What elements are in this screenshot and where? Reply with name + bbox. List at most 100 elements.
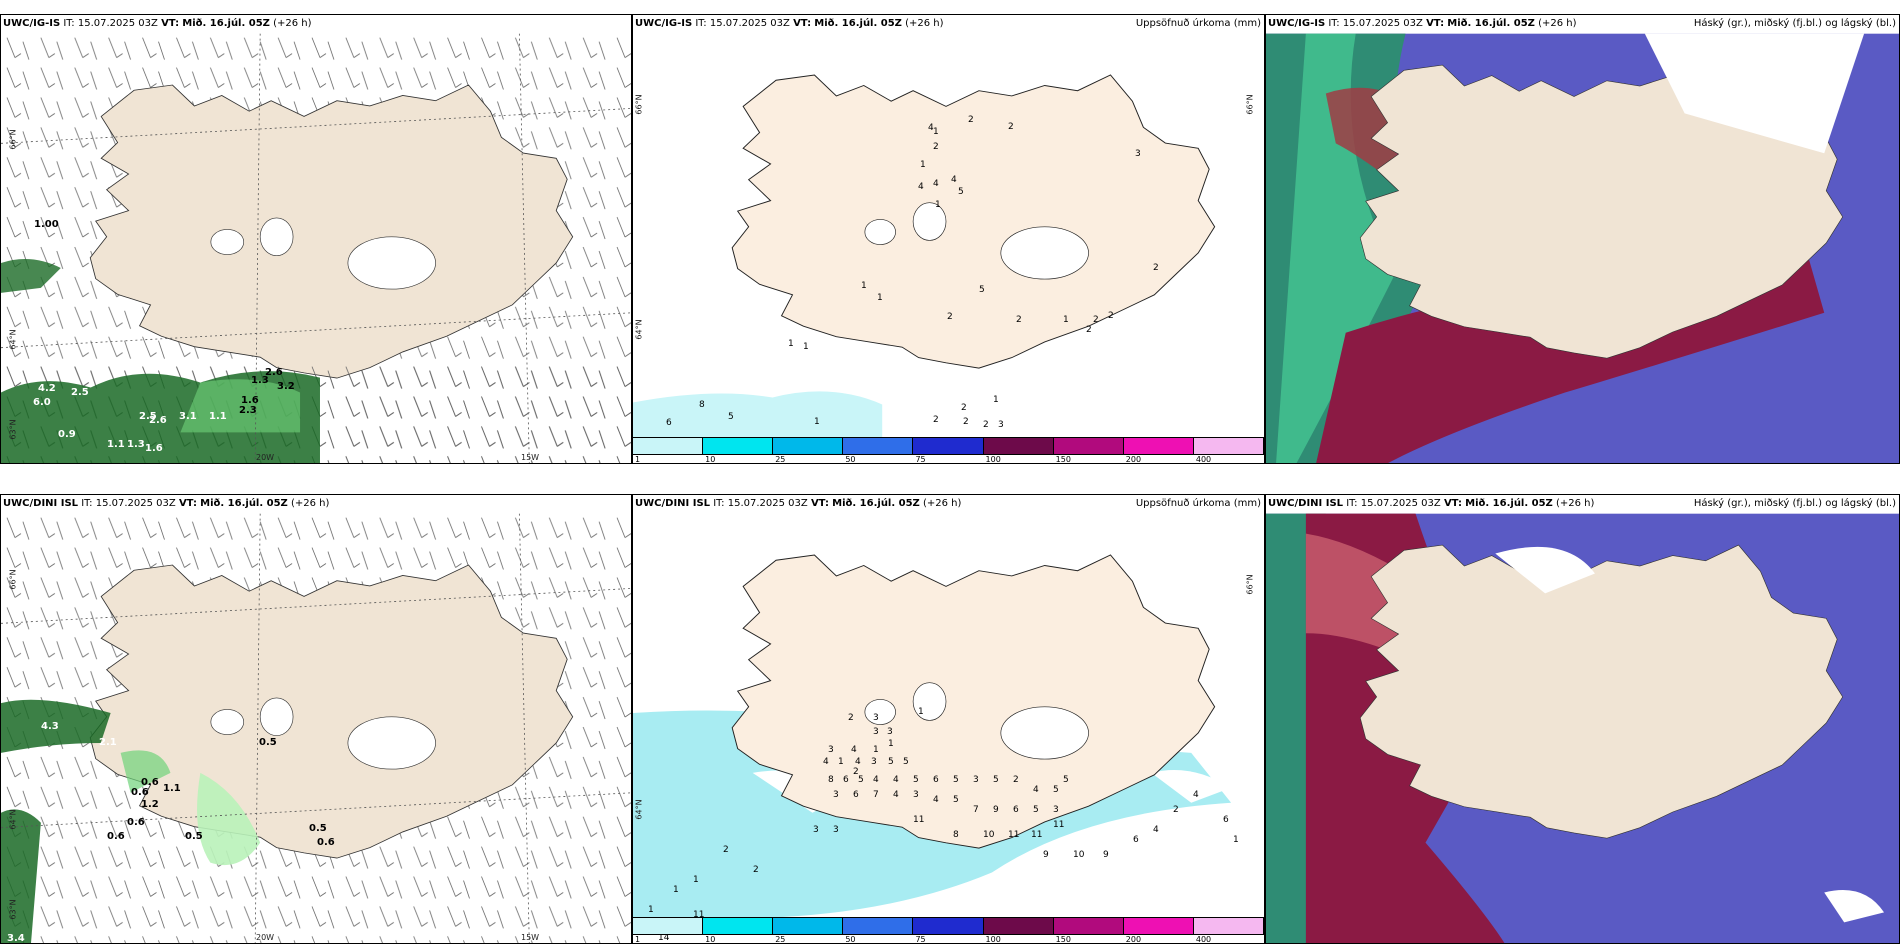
precip-value: 1 bbox=[888, 739, 894, 749]
value-label: 2.1 bbox=[99, 737, 117, 748]
value-label: 2 bbox=[1016, 315, 1022, 325]
colorbar-tick: 75 bbox=[915, 935, 926, 944]
precip-value: 11 bbox=[913, 815, 925, 825]
value-label: 1 bbox=[814, 417, 820, 427]
precip-value: 6 bbox=[933, 775, 939, 785]
colorbar-swatch bbox=[1053, 438, 1124, 454]
precip-value: 5 bbox=[858, 775, 864, 785]
precip-value: 4 bbox=[855, 757, 861, 767]
panel-clouds-dini: UWC/DINI ISL IT: 15.07.2025 03Z VT: Mið.… bbox=[1265, 494, 1900, 944]
colorbar-tick: 200 bbox=[1125, 935, 1142, 944]
precip-value: 3 bbox=[873, 713, 879, 723]
lat-label: 66°N bbox=[1245, 94, 1255, 115]
colorbar-swatch bbox=[913, 918, 984, 934]
value-label: 2.6 bbox=[149, 415, 167, 426]
panel-subtitle: Uppsöfnuð úrkoma (mm) bbox=[1135, 18, 1261, 29]
value-label: 2 bbox=[1108, 311, 1114, 321]
value-label: 5 bbox=[958, 187, 964, 197]
colorbar-swatch bbox=[633, 438, 704, 454]
value-label: 4 bbox=[918, 182, 924, 192]
precip-value: 5 bbox=[993, 775, 999, 785]
value-label: 1.1 bbox=[107, 439, 125, 450]
precip-value: 4 bbox=[873, 775, 879, 785]
precip-value: 3 bbox=[833, 790, 839, 800]
precip-value: 11 bbox=[1008, 830, 1020, 840]
precip-value: 11 bbox=[1053, 820, 1065, 830]
map-precip bbox=[633, 74, 1216, 439]
lon-label: 15W bbox=[521, 933, 540, 942]
value-label: 2.3 bbox=[239, 405, 257, 416]
colorbar-swatch bbox=[1193, 918, 1264, 934]
panel-precip-igis: UWC/IG-IS IT: 15.07.2025 03Z VT: Mið. 16… bbox=[632, 14, 1265, 464]
colorbar-swatch bbox=[703, 918, 774, 934]
precip-value: 5 bbox=[1063, 775, 1069, 785]
precip-value: 1 bbox=[873, 745, 879, 755]
value-label: 1.6 bbox=[241, 395, 259, 406]
value-label: 1.00 bbox=[34, 219, 59, 230]
value-label: 1.1 bbox=[163, 783, 181, 794]
precip-value: 1 bbox=[648, 905, 654, 915]
precip-value: 2 bbox=[848, 713, 854, 723]
value-label: 1.2 bbox=[141, 799, 159, 810]
precip-value: 9 bbox=[1043, 850, 1049, 860]
value-label: 3 bbox=[1135, 149, 1141, 159]
value-label: 1 bbox=[935, 200, 941, 210]
precip-value: 1 bbox=[693, 875, 699, 885]
value-label: 4 bbox=[928, 123, 934, 133]
value-label: 5 bbox=[728, 412, 734, 422]
value-label: 3 bbox=[998, 420, 1004, 430]
value-label: 1 bbox=[933, 127, 939, 137]
precip-value: 3 bbox=[833, 825, 839, 835]
colorbar-tick: 25 bbox=[775, 455, 786, 464]
value-label: 0.6 bbox=[317, 837, 335, 848]
colorbar-tick: 150 bbox=[1055, 935, 1071, 944]
lat-label: 64°N bbox=[634, 799, 644, 820]
colorbar-swatch bbox=[1123, 918, 1194, 934]
lat-label: 66°N bbox=[8, 569, 18, 590]
precip-value: 9 bbox=[993, 805, 999, 815]
value-label: 2 bbox=[963, 417, 969, 427]
panel-wind-precip-dini: UWC/DINI ISL IT: 15.07.2025 03Z VT: Mið.… bbox=[0, 494, 632, 944]
precip-value: 2 bbox=[1013, 775, 1019, 785]
precip-value: 1 bbox=[673, 885, 679, 895]
panel-subtitle: Uppsöfnuð úrkoma (mm) bbox=[1135, 498, 1261, 509]
colorbar-swatch bbox=[633, 918, 704, 934]
value-label: 0.6 bbox=[131, 787, 149, 798]
value-label: 2 bbox=[961, 403, 967, 413]
value-label: 1 bbox=[993, 395, 999, 405]
panel-precip-dini: UWC/DINI ISL IT: 15.07.2025 03Z VT: Mið.… bbox=[632, 494, 1265, 944]
value-label: 1 bbox=[861, 281, 867, 291]
value-label: 2.5 bbox=[139, 411, 157, 422]
value-label: 0.5 bbox=[185, 831, 203, 842]
map-wind-barbs bbox=[1, 33, 631, 463]
precip-value: 5 bbox=[888, 757, 894, 767]
precip-value: 10 bbox=[983, 830, 995, 840]
value-label: 3.4 bbox=[7, 933, 25, 944]
precip-value: 11 bbox=[1031, 830, 1043, 840]
value-label: 3.1 bbox=[33, 757, 51, 768]
value-label: 2 bbox=[947, 312, 953, 322]
precip-value: 6 bbox=[843, 775, 849, 785]
precip-value: 3 bbox=[1053, 805, 1059, 815]
precip-value: 4 bbox=[1033, 785, 1039, 795]
colorbar-swatch bbox=[913, 438, 984, 454]
precip-value: 5 bbox=[1053, 785, 1059, 795]
value-label: 0.6 bbox=[141, 777, 159, 788]
colorbar-swatch bbox=[1053, 918, 1124, 934]
precip-value: 5 bbox=[903, 757, 909, 767]
precip-value: 5 bbox=[913, 775, 919, 785]
colorbar-tick: 400 bbox=[1195, 935, 1212, 944]
value-label: 4 bbox=[951, 175, 957, 185]
colorbar-tick: 10 bbox=[705, 455, 716, 464]
map-precip bbox=[633, 554, 1232, 919]
precip-value: 10 bbox=[1073, 850, 1085, 860]
colorbar-tick: 50 bbox=[845, 455, 856, 464]
panel-title: UWC/IG-IS IT: 15.07.2025 03Z VT: Mið. 16… bbox=[1268, 18, 1577, 29]
precip-value: 3 bbox=[887, 727, 893, 737]
colorbar-tick: 75 bbox=[915, 455, 926, 464]
colorbar-swatch bbox=[843, 438, 914, 454]
value-label: 1.3 bbox=[251, 375, 269, 386]
lat-label: 66°N bbox=[1245, 574, 1255, 595]
value-label: 1 bbox=[788, 339, 794, 349]
precip-value: 4 bbox=[1153, 825, 1159, 835]
